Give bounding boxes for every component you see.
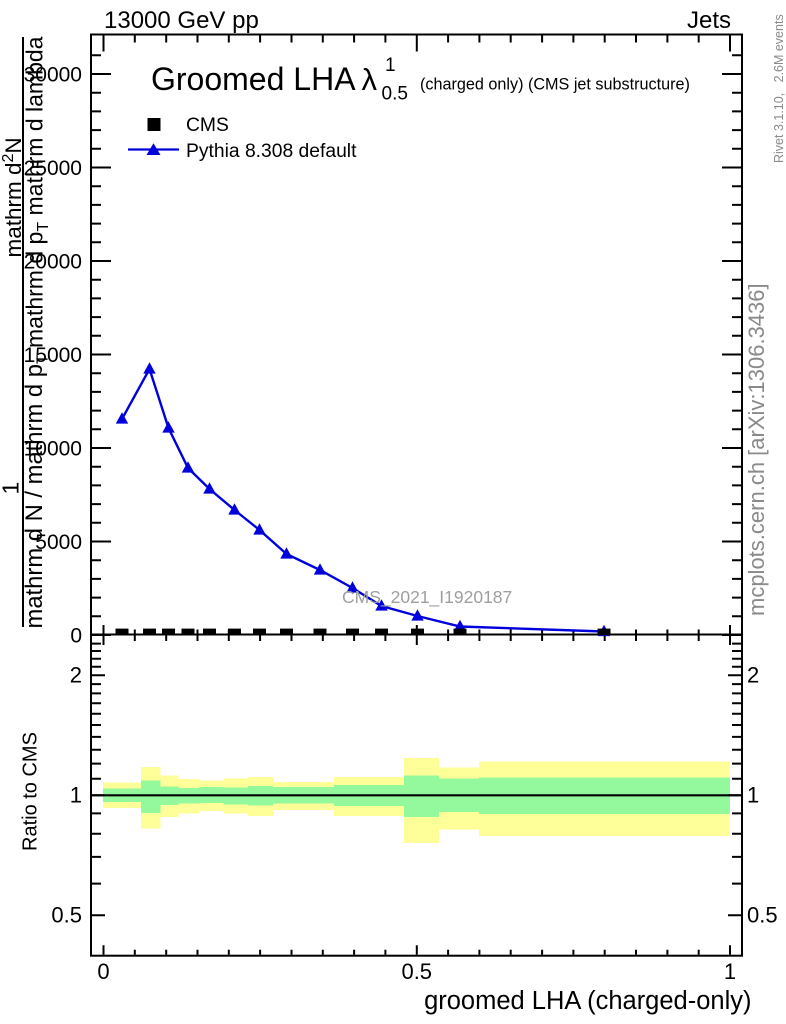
svg-text:0.5: 0.5 xyxy=(51,903,82,928)
svg-text:Ratio to CMS: Ratio to CMS xyxy=(20,732,42,851)
svg-text:Jets: Jets xyxy=(687,7,731,34)
svg-text:13000 GeV pp: 13000 GeV pp xyxy=(104,7,259,34)
svg-text:1: 1 xyxy=(0,482,24,495)
svg-text:10000: 10000 xyxy=(24,438,82,461)
svg-text:2: 2 xyxy=(747,663,759,688)
svg-text:1: 1 xyxy=(747,783,759,808)
svg-text:0.5: 0.5 xyxy=(401,959,432,984)
svg-text:0.5: 0.5 xyxy=(382,84,408,105)
svg-text:(charged only) (CMS jet substr: (charged only) (CMS jet substructure) xyxy=(420,76,690,94)
svg-text:1: 1 xyxy=(385,55,396,76)
svg-text:5000: 5000 xyxy=(35,531,82,554)
svg-text:15000: 15000 xyxy=(24,344,82,367)
svg-text:CMS_2021_I1920187: CMS_2021_I1920187 xyxy=(342,587,512,608)
svg-text:CMS: CMS xyxy=(186,115,229,136)
svg-text:30000: 30000 xyxy=(24,64,82,87)
svg-text:20000: 20000 xyxy=(24,251,82,274)
svg-text:1: 1 xyxy=(70,783,82,808)
svg-text:0: 0 xyxy=(97,959,109,984)
svg-text:2: 2 xyxy=(70,663,82,688)
svg-text:1: 1 xyxy=(724,959,736,984)
svg-text:mcplots.cern.ch [arXiv:1306.34: mcplots.cern.ch [arXiv:1306.3436] xyxy=(744,283,769,616)
svg-text:0: 0 xyxy=(70,625,82,648)
svg-text:Pythia 8.308 default: Pythia 8.308 default xyxy=(186,141,357,162)
svg-text:Rivet 3.1.10, 2.6M events: Rivet 3.1.10, 2.6M events xyxy=(772,14,786,163)
svg-text:groomed LHA (charged-only): groomed LHA (charged-only) xyxy=(424,987,751,1015)
svg-text:Groomed LHA: Groomed LHA xyxy=(151,61,356,97)
svg-text:λ: λ xyxy=(362,62,378,97)
svg-text:mathrm d N / mathrm d pT: mathrm d N / mathrm d pT xyxy=(21,354,52,628)
svg-text:25000: 25000 xyxy=(24,157,82,180)
svg-text:0.5: 0.5 xyxy=(747,903,778,928)
svg-text:mathrm d pT mathrm d lambda: mathrm d pT mathrm d lambda xyxy=(22,36,53,348)
